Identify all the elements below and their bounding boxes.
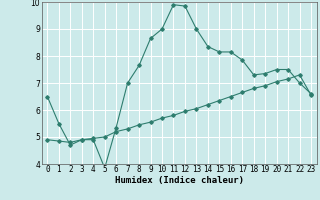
X-axis label: Humidex (Indice chaleur): Humidex (Indice chaleur) — [115, 176, 244, 185]
